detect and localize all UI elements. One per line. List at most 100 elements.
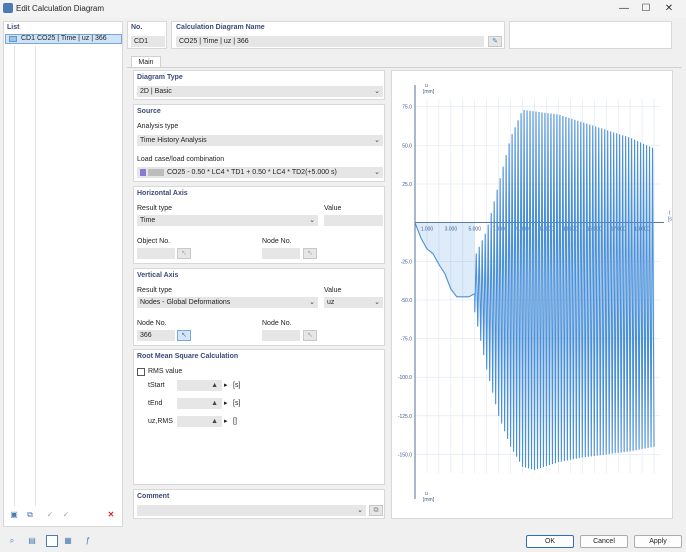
edit-name-icon[interactable]: ✎ (488, 36, 502, 47)
close-button[interactable]: ✕ (664, 3, 674, 14)
chevron-down-icon: ⌄ (309, 299, 315, 306)
info-panel (509, 21, 672, 49)
h-result-type-select[interactable]: Time ⌄ (137, 215, 318, 226)
name-label: Calculation Diagram Name (176, 24, 265, 31)
pick-node-icon[interactable]: ↖ (177, 330, 191, 341)
tstart-unit: [s] (233, 382, 241, 389)
uzrms-next-icon[interactable]: ▸ (224, 418, 228, 425)
h-value-field[interactable] (324, 215, 383, 226)
chevron-down-icon: ⌄ (309, 217, 315, 224)
y-axis-label: u (425, 83, 428, 89)
rms-checkbox-label: RMS value (148, 368, 183, 375)
cancel-button[interactable]: Cancel (580, 535, 628, 548)
no-panel: No. CD1 (127, 21, 167, 49)
delete-icon[interactable]: ✕ (107, 510, 115, 519)
x-tick-label: 7.000 (492, 227, 505, 233)
ok-button[interactable]: OK (526, 535, 574, 548)
v-node-no-field-2[interactable] (262, 330, 300, 341)
h-value-label: Value (324, 205, 342, 212)
v-value-value: uz (327, 299, 335, 306)
rms-checkbox[interactable] (137, 368, 145, 376)
diagram-type-select[interactable]: 2D | Basic ⌄ (137, 86, 383, 97)
pick-object-icon[interactable]: ↖ (177, 248, 191, 259)
spinner-icon: ▲ (211, 382, 218, 389)
y-tick-label: -100.0 (398, 375, 412, 381)
free-oscillation-line (474, 110, 655, 470)
v-result-type-select[interactable]: Nodes - Global Deformations ⌄ (137, 297, 318, 308)
check-all-icon[interactable]: ✓ (46, 510, 54, 519)
tend-field[interactable]: ▲ (177, 398, 222, 409)
h-node-no-field[interactable] (262, 248, 300, 259)
units-icon[interactable]: ▤ (28, 536, 36, 545)
y-tick-label: -75.0 (401, 337, 413, 343)
y-tick-label: 25.0 (402, 182, 412, 188)
horizontal-axis-header: Horizontal Axis (137, 190, 188, 197)
x-tick-label: 19.000 (634, 227, 650, 233)
no-field[interactable]: CD1 (131, 36, 165, 47)
vertical-axis-header: Vertical Axis (137, 272, 179, 279)
new-diagram-icon[interactable]: ▣ (10, 510, 18, 519)
object-no-label: Object No. (137, 238, 171, 245)
x-tick-label: 3.000 (445, 227, 458, 233)
diagram-type-section: Diagram Type 2D | Basic ⌄ (133, 70, 385, 100)
title-bar: Edit Calculation Diagram — ☐ ✕ (0, 0, 686, 18)
comment-select[interactable]: ⌄ (137, 505, 366, 516)
load-case-select[interactable]: CO25 - 0.50 * LC4 * TD1 + 0.50 * LC4 * T… (137, 167, 383, 178)
list-item[interactable]: CD1 CO25 | Time | uz | 366 (5, 34, 122, 44)
tstart-field[interactable]: ▲ (177, 380, 222, 391)
name-panel: Calculation Diagram Name CO25 | Time | u… (171, 21, 505, 49)
rms-section: Root Mean Square Calculation RMS value t… (133, 349, 385, 485)
rms-header: Root Mean Square Calculation (137, 353, 239, 360)
tab-main[interactable]: Main (131, 56, 161, 68)
load-case-label: Load case/load combination (137, 156, 225, 163)
x-tick-label: 9.000 (516, 227, 529, 233)
chevron-down-icon: ⌄ (374, 169, 380, 176)
tend-label: tEnd (148, 400, 163, 407)
apply-button[interactable]: Apply (634, 535, 682, 548)
y-axis-unit: [mm] (423, 89, 435, 95)
source-section: Source Analysis type Time History Analys… (133, 104, 385, 182)
comment-header: Comment (137, 493, 170, 500)
no-label: No. (131, 24, 143, 31)
x-tick-label: 5.000 (468, 227, 481, 233)
v-value-label: Value (324, 287, 342, 294)
h-node-no-label: Node No. (262, 238, 292, 245)
v-value-select[interactable]: uz ⌄ (324, 297, 383, 308)
forced-line (414, 222, 476, 298)
y-axis-unit-bottom: [mm] (423, 497, 435, 503)
v-node-no-field[interactable]: 366 (137, 330, 175, 341)
chevron-down-icon: ⌄ (357, 507, 363, 514)
tab-line (127, 67, 682, 68)
h-result-type-value: Time (140, 217, 156, 224)
uzrms-field[interactable]: ▲ (177, 416, 222, 427)
uncheck-all-icon[interactable]: ✓ (62, 510, 70, 519)
tstart-label: tStart (148, 382, 165, 389)
diagram-chart: 75.0 50.0 25.0 -25.0 -50.0 -75.0 -100.0 -125.0 -… (398, 83, 672, 503)
load-color-icon (140, 169, 146, 176)
y-tick-label: -150.0 (398, 452, 412, 458)
copy-diagram-icon[interactable]: ⧉ (27, 510, 33, 519)
tend-next-icon[interactable]: ▸ (224, 400, 228, 407)
comment-library-icon[interactable]: ⧉ (369, 505, 383, 516)
pick-node-icon[interactable]: ↖ (303, 248, 317, 259)
table-icon[interactable]: ▦ (64, 536, 72, 545)
y-tick-label: -125.0 (398, 414, 412, 420)
diagram-type-value: 2D | Basic (140, 88, 172, 95)
y-tick-label: 50.0 (402, 143, 412, 149)
analysis-type-select[interactable]: Time History Analysis ⌄ (137, 135, 383, 146)
view-icon[interactable] (46, 535, 58, 547)
object-no-field[interactable] (137, 248, 175, 259)
pick-node-icon-2[interactable]: ↖ (303, 330, 317, 341)
diagram-color-icon (9, 36, 17, 42)
search-icon[interactable]: ⌕ (9, 536, 15, 545)
diagram-type-header: Diagram Type (137, 74, 183, 81)
minimize-button[interactable]: — (619, 3, 629, 14)
tstart-next-icon[interactable]: ▸ (224, 382, 228, 389)
formula-icon[interactable]: ƒ (85, 536, 91, 545)
forced-area (415, 222, 475, 297)
list-item-name: CO25 | Time | uz | 366 (37, 35, 107, 42)
maximize-button[interactable]: ☐ (641, 3, 651, 14)
load-type-icon (148, 169, 164, 176)
uzrms-unit: [] (233, 418, 237, 425)
name-field[interactable]: CO25 | Time | uz | 366 (176, 36, 484, 47)
